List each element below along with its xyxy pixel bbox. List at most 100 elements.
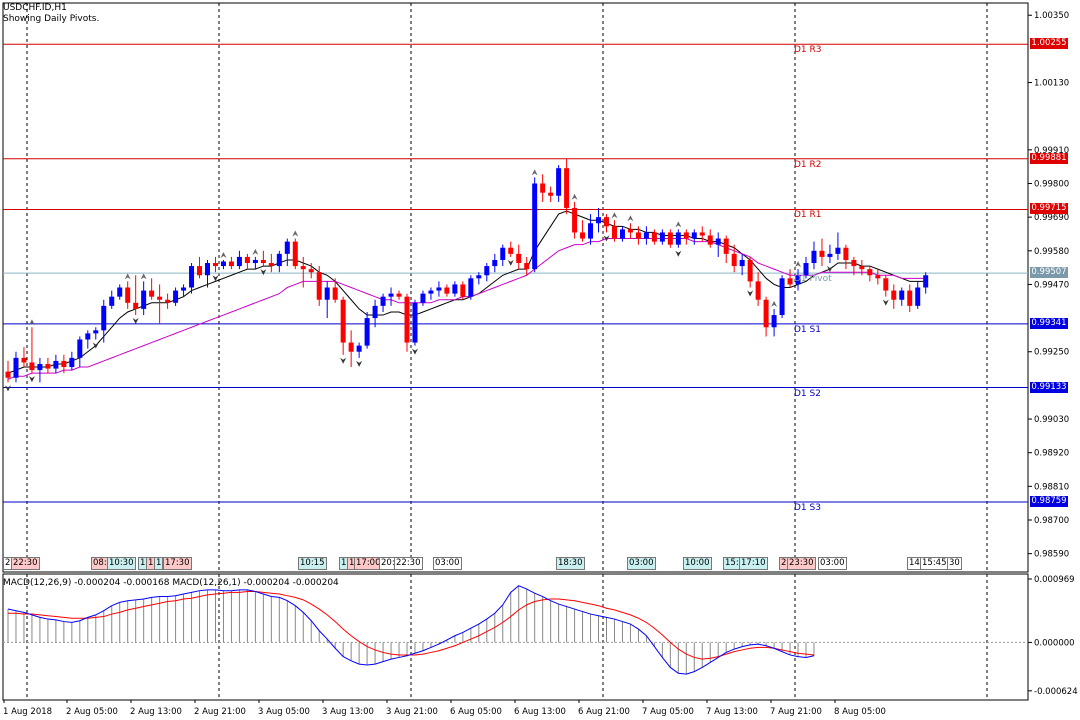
time-axis-label: 6 Aug 13:00 [514,707,566,717]
candle-body [588,223,594,239]
event-time-tag: 23:30 [787,557,816,570]
candle-body [604,217,609,227]
candle-body [61,360,67,368]
fractal-down-arrow [747,290,754,297]
candle-body [276,253,282,267]
time-axis-label: 6 Aug 05:00 [450,707,502,717]
event-time-tag: 22:30 [394,557,423,570]
candle-body [891,290,897,300]
candle-body [739,259,745,267]
candle-body [205,263,210,276]
event-time-tag: 30 [947,557,962,570]
candle-body [173,290,179,303]
candle-body [332,287,338,300]
candle-body [396,293,402,297]
fractal-up-arrow [28,319,35,326]
candle-body [268,263,274,267]
fractal-up-arrow [571,193,578,200]
candle-body [635,232,641,239]
candle-body [5,371,11,378]
candle-body [165,299,171,303]
candle-body [564,168,570,208]
fractal-up-arrow [531,169,538,176]
fractal-up-arrow [220,251,227,258]
candle-body [508,247,514,254]
candle-body [412,302,418,343]
fractal-down-arrow [92,342,99,349]
time-axis-label: 2 Aug 21:00 [194,707,246,717]
candle-body [651,232,657,242]
candle-body [923,275,929,288]
event-time-tag: 03:00 [627,557,656,570]
candle-body [859,266,865,270]
candle-body [596,217,602,224]
candle-body [572,207,578,233]
event-time-tag: 1 [154,557,164,570]
candle-body [659,232,665,242]
candle-body [428,290,434,294]
candle-body [444,287,450,294]
candle-body [500,247,506,260]
candle-body [181,287,187,291]
fractal-up-arrow [795,261,802,268]
price-tick-label: 0.99470 [1034,280,1069,290]
time-axis-label: 7 Aug 21:00 [770,707,822,717]
macd-tick-label: 0.000000 [1034,638,1075,648]
time-axis-label: 7 Aug 05:00 [642,707,694,717]
candle-body [715,238,721,245]
ma-slow-line [7,238,926,380]
candle-body [819,250,825,257]
candle-body [835,247,841,254]
pivot-label: D1 Pivot [794,274,832,285]
candle-body [284,241,290,254]
fractal-up-arrow [292,230,299,237]
candle-body [691,232,697,239]
fractal-down-arrow [260,269,267,276]
candle-body [468,278,474,297]
time-axis-label: 7 Aug 13:00 [706,707,758,717]
symbol-title: USDCHF.ID,H1 [3,3,67,13]
candle-body [109,296,115,306]
candle-body [707,235,713,245]
event-time-tag: 22:30 [11,557,40,570]
candle-body [484,266,490,276]
candle-body [141,290,147,309]
candle-body [763,299,769,328]
price-tick-label: 1.00350 [1034,11,1069,21]
candle-body [915,287,921,306]
price-tick-label: 0.99030 [1034,415,1069,425]
candle-body [372,305,378,319]
candle-body [45,363,51,369]
candle-body [667,232,673,245]
candle-body [899,290,905,300]
price-tick-label: 0.99690 [1034,213,1069,223]
event-time-tag: 18:30 [556,557,585,570]
price-tick-label: 0.98810 [1034,482,1069,492]
candle-body [811,250,817,264]
event-time-tag: 10:30 [107,557,136,570]
price-box: 0.99507 [1030,267,1068,279]
candle-body [324,287,330,300]
candle-body [244,256,250,264]
pivot-label: D1 R2 [794,159,822,170]
candle-body [699,232,705,236]
candle-body [867,269,873,276]
main-plot-frame [2,2,1029,573]
candle-body [149,290,155,297]
candle-body [723,238,729,254]
fractal-down-arrow [356,360,363,367]
event-time-tag: 03:00 [433,557,462,570]
candle-body [843,247,849,260]
candle-body [300,266,306,270]
candle-body [580,232,586,239]
time-axis-label: 8 Aug 05:00 [834,707,886,717]
pivot-label: D1 S1 [794,324,821,335]
fractal-down-arrow [340,357,347,364]
candle-body [771,315,777,328]
candle-body [316,272,322,300]
candle-body [524,263,530,270]
candle-body [532,183,538,270]
pivot-label: D1 S2 [794,388,821,399]
candle-body [13,357,19,378]
